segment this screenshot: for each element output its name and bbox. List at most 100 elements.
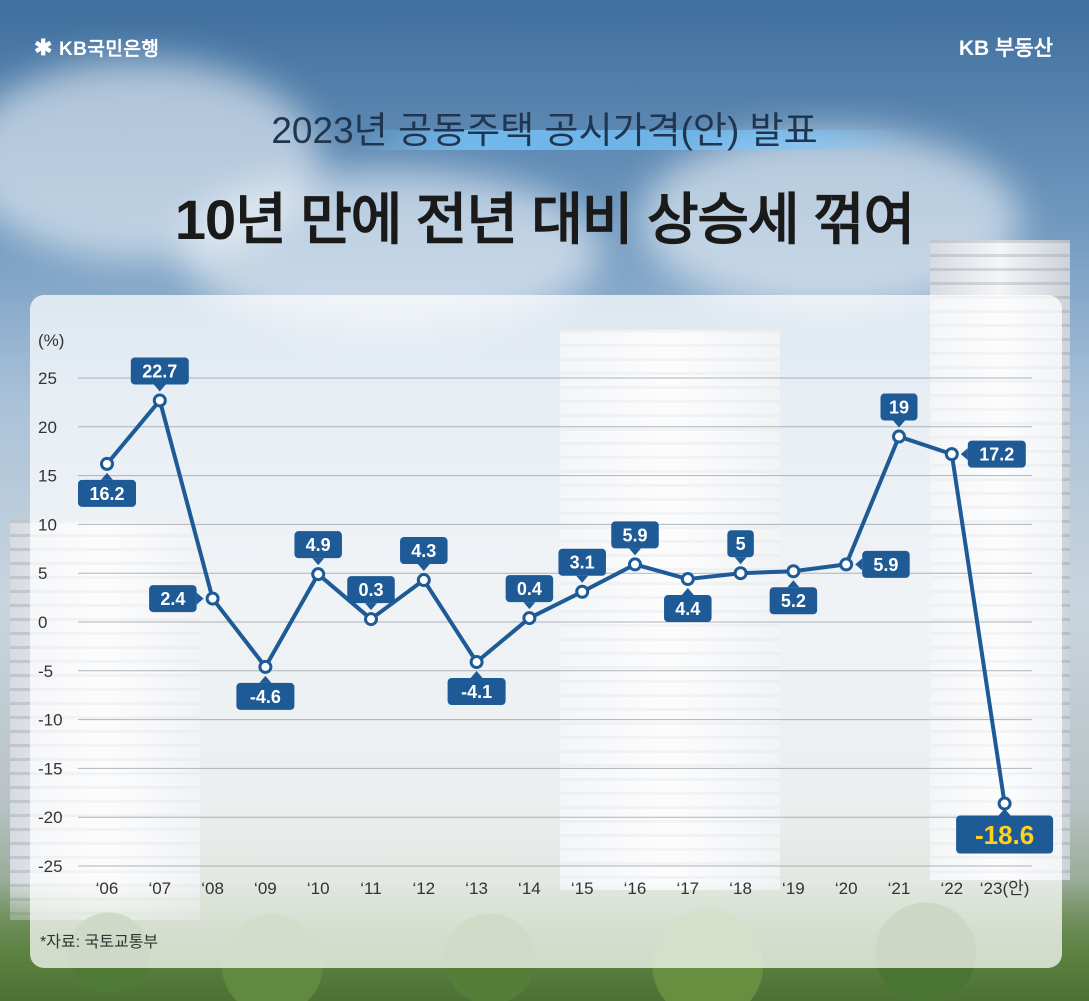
data-label-pointer (417, 564, 430, 572)
data-label: 4.3 (400, 537, 448, 572)
series-line (105, 398, 1007, 804)
data-label: 5.9 (611, 521, 659, 556)
data-label-text: 4.9 (306, 535, 331, 555)
x-tick-label: ‘21 (888, 879, 911, 898)
x-tick-label: ‘20 (835, 879, 858, 898)
data-label-pointer (153, 384, 166, 392)
data-label-box (236, 682, 295, 710)
data-point (100, 456, 114, 471)
data-label-pointer (523, 602, 536, 610)
x-tick-label: ‘09 (254, 879, 277, 898)
kb-bank-logo: ✱ KB국민은행 (34, 34, 159, 61)
data-label-text: -4.6 (250, 687, 281, 707)
y-tick-label: -5 (38, 662, 53, 681)
data-label-text: 19 (889, 398, 909, 418)
data-label-pointer (893, 420, 905, 428)
data-point (839, 557, 854, 572)
data-label: 4.4 (664, 588, 712, 623)
data-label-text: 17.2 (979, 445, 1014, 465)
x-tick-label: ‘16 (624, 879, 647, 898)
x-tick-label: ‘15 (571, 879, 594, 898)
x-tick-label: ‘06 (96, 879, 119, 898)
data-label-box (447, 678, 506, 706)
data-label-box (769, 587, 818, 615)
data-label-text: 3.1 (570, 553, 595, 573)
data-label-pointer (576, 575, 589, 583)
data-label-pointer (365, 603, 377, 611)
data-label: 22.7 (130, 357, 189, 392)
data-point (786, 564, 801, 579)
x-tick-label: ‘14 (518, 879, 541, 898)
data-point (680, 572, 695, 587)
source-note: *자료: 국토교통부 (40, 934, 159, 951)
data-label-text: 16.2 (89, 484, 124, 504)
x-tick-label: ‘18 (729, 879, 752, 898)
data-label: 2.4 (149, 585, 204, 613)
x-tick-label: ‘11 (360, 879, 381, 898)
data-point (944, 447, 959, 462)
data-label: 0.3 (347, 576, 395, 611)
data-label-box (611, 521, 659, 549)
y-tick-label: -10 (38, 711, 63, 730)
data-label-box (400, 537, 448, 565)
data-label-box (956, 815, 1054, 854)
y-tick-label: 20 (38, 418, 57, 437)
data-label-pointer (629, 548, 641, 556)
x-tick-label: ‘19 (782, 879, 805, 898)
data-label: 3.1 (558, 548, 606, 583)
grid-group (78, 377, 1032, 867)
data-point (416, 573, 431, 588)
data-label-pointer (681, 588, 694, 596)
data-label-box (347, 576, 395, 604)
y-axis-unit-label: (%) (38, 331, 64, 350)
data-label-pointer (259, 675, 272, 683)
series-group (100, 393, 1012, 811)
y-tick-label: 5 (38, 564, 47, 583)
data-label-text: 5.2 (781, 591, 806, 611)
y-tick-label: 10 (38, 515, 57, 534)
data-point (628, 557, 642, 572)
data-label-pointer (101, 472, 113, 480)
x-tick-label: ‘07 (148, 879, 171, 898)
x-tick-label: ‘10 (307, 879, 330, 898)
y-tick-label: -15 (38, 759, 63, 778)
data-label: 5.9 (855, 550, 910, 578)
kb-star-icon: ✱ (34, 35, 53, 60)
data-label-text: 22.7 (142, 361, 177, 381)
x-tick-label: ‘23(안) (980, 879, 1030, 898)
data-point (733, 566, 748, 581)
y-tick-label: 0 (38, 613, 47, 632)
data-label: 0.4 (505, 575, 554, 610)
logo-text: KB국민은행 (58, 39, 160, 60)
data-label-text: 5 (736, 534, 746, 554)
data-label: 5.2 (769, 580, 818, 615)
x-tick-label: ‘13 (465, 879, 488, 898)
data-label-text: -18.6 (975, 820, 1034, 850)
x-tick-label: ‘08 (201, 879, 224, 898)
data-label: 5 (727, 530, 754, 565)
data-label-text: 5.9 (873, 555, 898, 575)
x-tick-label: ‘12 (412, 879, 435, 898)
data-label-text: 4.3 (411, 541, 436, 561)
data-label-pointer (998, 808, 1011, 816)
axis-group: (%) 25 20 15 10 5 0 -5 -10 -15 -20 -25 ‘06 ‘07 ‘08 ‘09 ‘… (38, 331, 1029, 898)
data-label: -18.6 (956, 808, 1054, 854)
data-point (205, 591, 220, 606)
y-tick-label: 15 (38, 467, 57, 486)
data-label-box (664, 595, 712, 623)
kb-realestate-brand: KB 부동산 (958, 37, 1053, 60)
data-label-box (967, 440, 1026, 468)
title-headline: 10년 만에 전년 대비 상승세 꺾여 (174, 188, 915, 251)
data-label-pointer (960, 448, 968, 461)
data-label-pointer (855, 558, 863, 571)
data-label-box (149, 585, 197, 613)
data-point (575, 584, 590, 599)
data-point (152, 393, 167, 408)
data-label-box (862, 550, 910, 578)
title-highlight (355, 130, 910, 150)
data-label-text: 2.4 (160, 589, 185, 609)
data-label-box (130, 357, 189, 385)
data-label-group: 16.2 22.7 2.4 -4.6 4.9 0.3 4.3 -4.1 0.4 3.1 5.9 4.4… (78, 357, 1054, 854)
